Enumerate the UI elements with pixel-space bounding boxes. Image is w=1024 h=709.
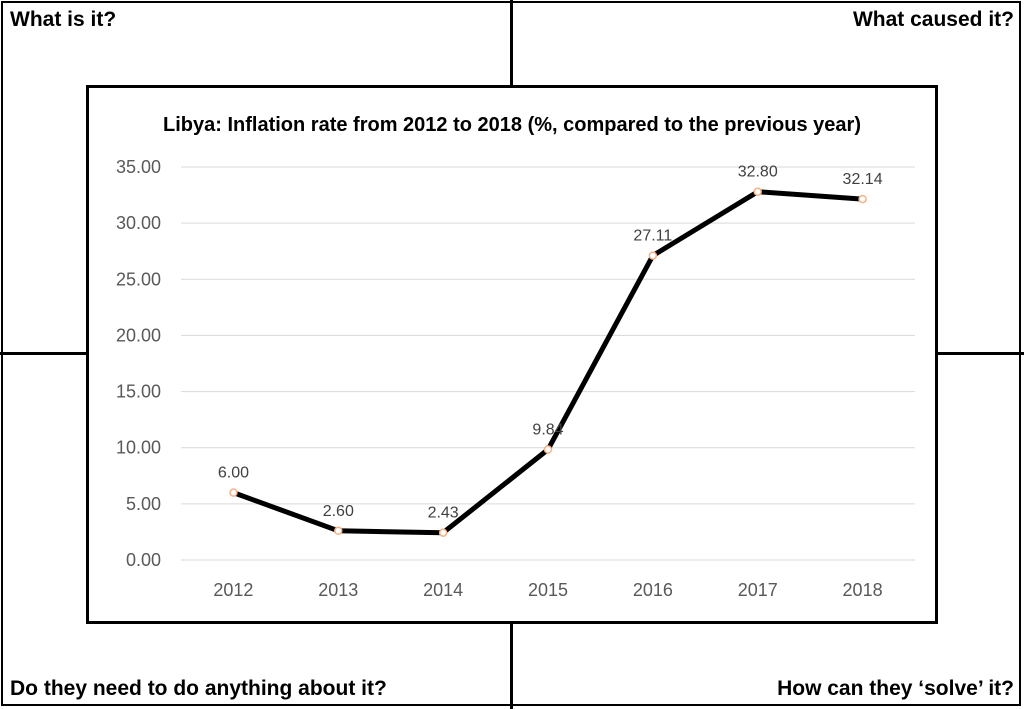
- question-how-solve: How can they ‘solve’ it?: [777, 677, 1014, 700]
- data-point: [648, 251, 658, 260]
- x-tick-label: 2013: [318, 580, 358, 600]
- x-tick-label: 2016: [633, 580, 673, 600]
- question-need-to-act: Do they need to do anything about it?: [10, 677, 387, 700]
- x-tick-label: 2014: [423, 580, 463, 600]
- data-label: 2.60: [323, 503, 354, 520]
- divider-top: [510, 0, 513, 86]
- y-tick-label: 30.00: [116, 213, 161, 233]
- data-label: 9.84: [532, 422, 563, 439]
- x-tick-label: 2018: [843, 580, 883, 600]
- data-point: [438, 528, 448, 537]
- divider-left: [0, 352, 88, 355]
- data-point: [858, 194, 867, 204]
- x-tick-label: 2015: [528, 580, 568, 600]
- divider-right: [936, 352, 1024, 355]
- chart-plot: 0.00 5.00 10.00 15.00 20.00 25.00 30.00 35.00 20…: [116, 157, 915, 600]
- question-what-is-it: What is it?: [10, 8, 117, 31]
- y-tick-label: 35.00: [116, 157, 161, 177]
- inflation-chart: Libya: Inflation rate from 2012 to 2018 …: [86, 85, 938, 624]
- y-tick-label: 5.00: [126, 494, 161, 514]
- data-point: [229, 488, 238, 497]
- data-label: 32.14: [843, 171, 883, 188]
- y-tick-label: 15.00: [116, 382, 161, 402]
- x-tick-label: 2017: [738, 580, 778, 600]
- data-point: [334, 526, 343, 536]
- divider-bottom: [510, 623, 513, 709]
- data-point: [753, 187, 762, 196]
- data-label: 32.80: [738, 164, 778, 181]
- data-label: 2.43: [428, 505, 459, 522]
- y-tick-label: 0.00: [126, 550, 161, 570]
- series-line: [230, 189, 866, 536]
- data-point: [543, 445, 553, 454]
- data-label: 27.11: [633, 228, 672, 245]
- data-label: 6.00: [218, 465, 249, 482]
- y-tick-label: 10.00: [116, 438, 161, 458]
- x-tick-label: 2012: [213, 580, 253, 600]
- chart-title: Libya: Inflation rate from 2012 to 2018 …: [163, 114, 861, 136]
- y-tick-label: 25.00: [116, 269, 161, 289]
- question-what-caused-it: What caused it?: [852, 8, 1014, 31]
- y-tick-label: 20.00: [116, 325, 161, 345]
